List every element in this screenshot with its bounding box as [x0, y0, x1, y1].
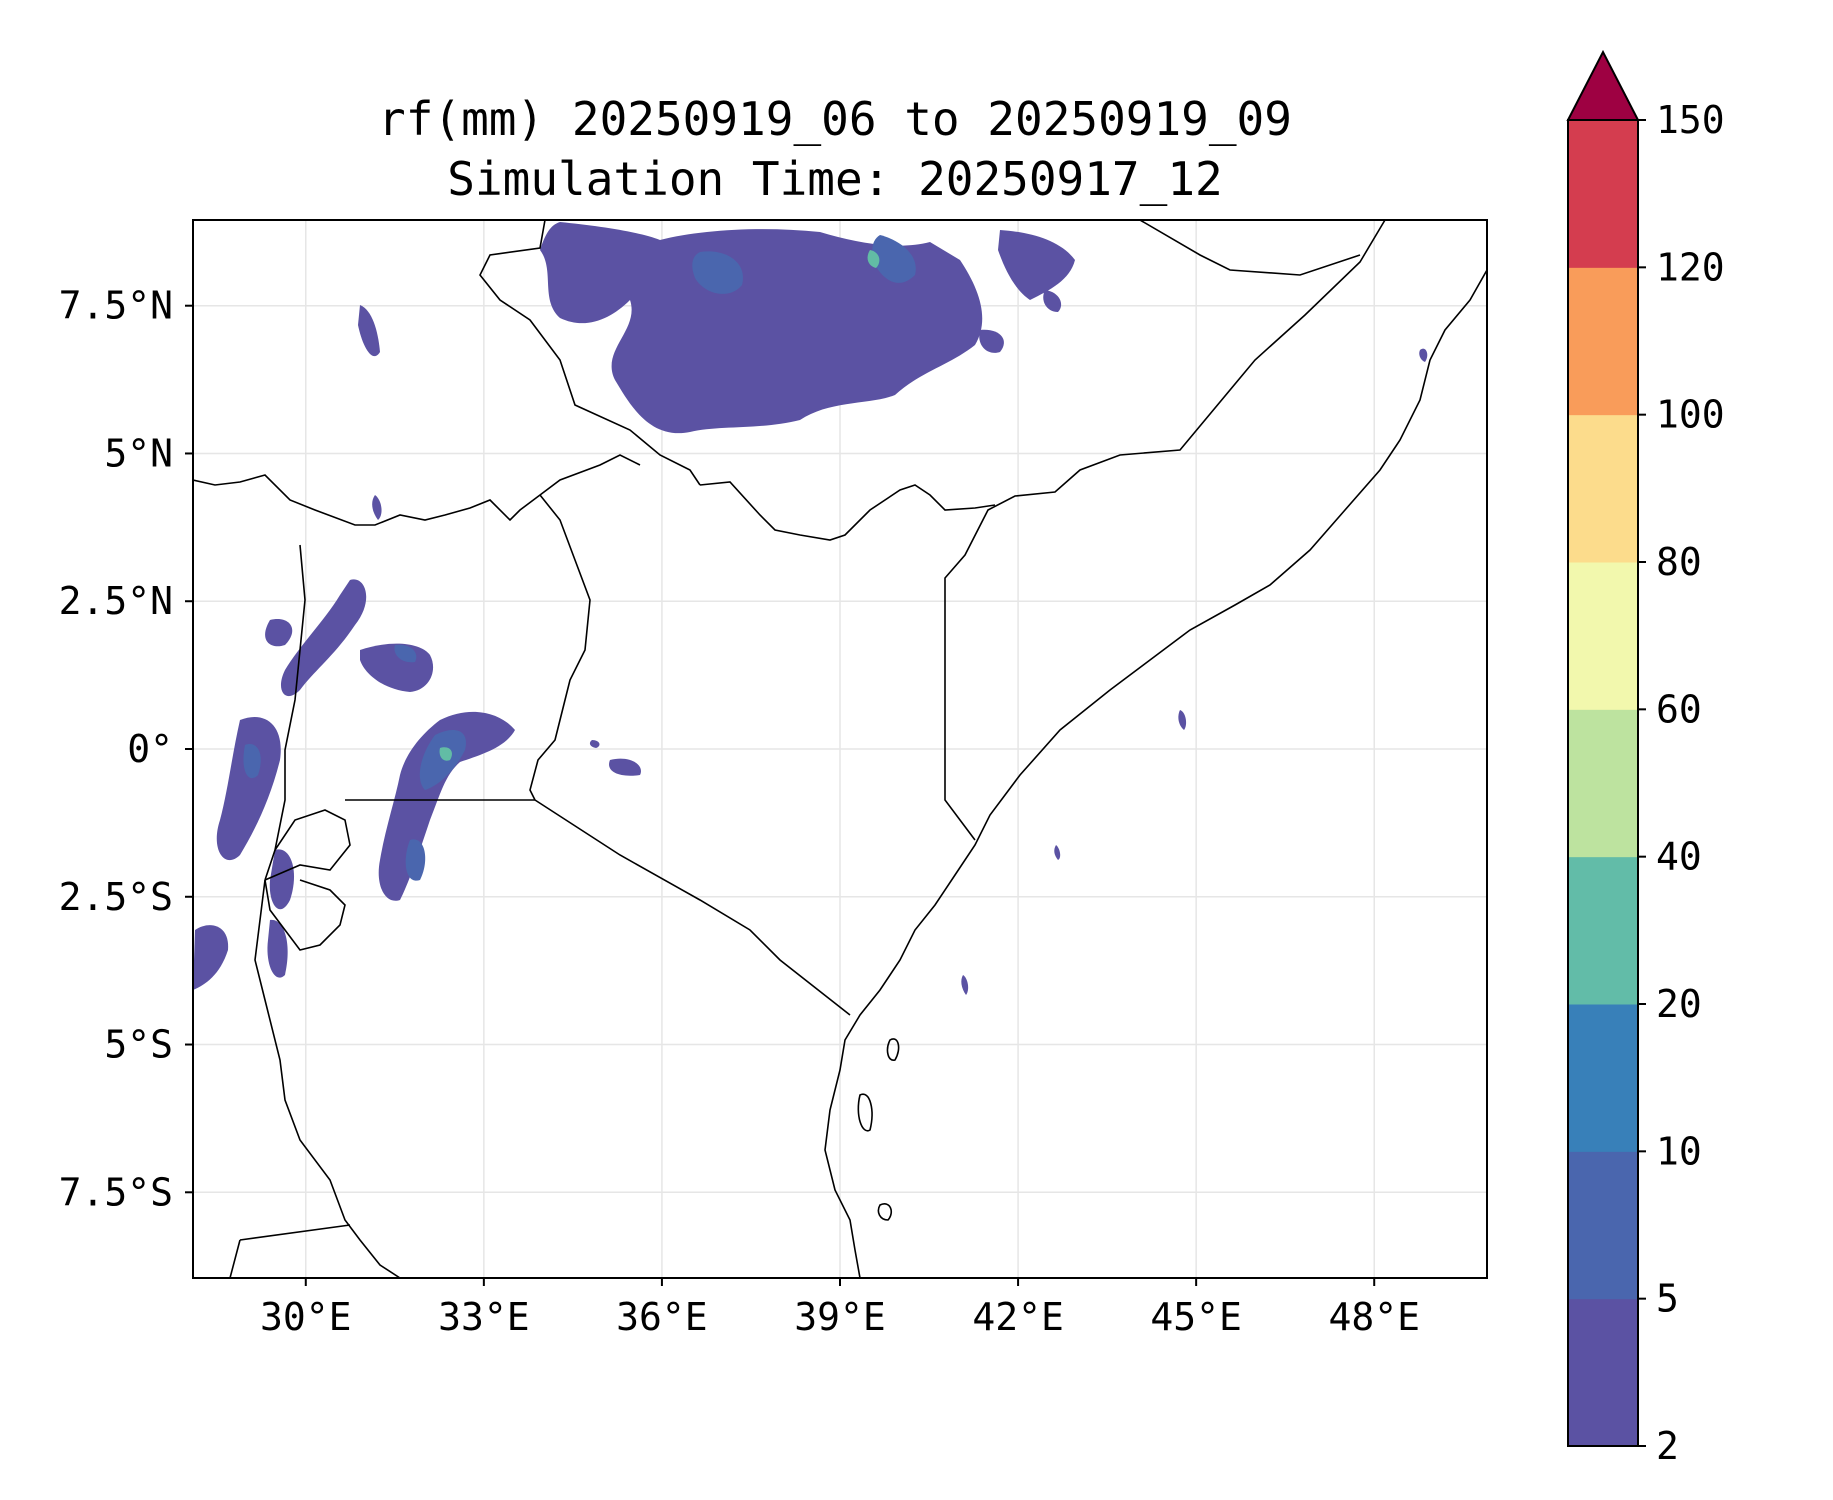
rain-patch-ethiopia-5	[998, 230, 1075, 300]
border-kenya-tanzania	[534, 799, 851, 1016]
island-pemba	[886, 1038, 900, 1061]
rain-patch-ethiopia-2	[872, 235, 916, 283]
rain-patch-rwanda-2	[243, 744, 261, 779]
rain-patch-drc-se	[193, 925, 229, 990]
graticule	[193, 220, 1487, 1278]
rain-patch-drc-2	[265, 619, 293, 647]
colorbar-segment	[1568, 120, 1638, 268]
island-mafia	[877, 1203, 892, 1221]
border-ethiopia-kenya	[699, 481, 996, 541]
rain-patch-ocean-2	[961, 975, 969, 995]
colorbar-tick-label: 80	[1656, 540, 1702, 584]
rain-patch-victoria-2	[419, 730, 466, 790]
colorbar-tick-label: 20	[1656, 982, 1702, 1026]
border-somalia-interior	[944, 220, 1386, 841]
colorbar-tick-label: 60	[1656, 687, 1702, 731]
colorbar-segment	[1568, 1004, 1638, 1152]
rain-patch-rwanda-1	[216, 716, 281, 861]
coast-kenya-somalia	[824, 269, 1487, 1278]
y-tick-label: 7.5°N	[59, 284, 173, 328]
rain-patch-ethiopia-1	[540, 222, 983, 434]
colorbar-extend-arrow	[1566, 49, 1640, 121]
rain-patch-uganda-2	[394, 644, 417, 663]
colorbar-segment	[1568, 414, 1638, 563]
chart-title: rf(mm) 20250919_06 to 20250919_09	[378, 92, 1292, 146]
y-tick-label: 2.5°N	[59, 579, 173, 623]
y-tick-label: 5°N	[104, 431, 173, 475]
x-tick-label: 30°E	[260, 1295, 352, 1339]
rain-patch-burundi-1	[269, 849, 295, 910]
rain-patch-kenya-2	[589, 740, 600, 748]
rain-patch-ssudan-2	[372, 495, 382, 520]
x-tick-label: 42°E	[972, 1295, 1064, 1339]
border-sudan-ethiopia	[479, 220, 701, 486]
colorbar-tick-label: 40	[1656, 835, 1702, 879]
y-tick-label: 0°	[127, 727, 173, 771]
colorbar-frame	[1567, 119, 1639, 1447]
y-tick-label: 5°S	[104, 1023, 173, 1067]
rain-patch-ethiopia-3	[692, 251, 743, 294]
chart-subtitle: Simulation Time: 20250917_12	[447, 152, 1223, 206]
rain-patch-drc-1	[280, 579, 367, 697]
colorbar-segment	[1568, 1298, 1638, 1447]
colorbar-tick-label: 2	[1656, 1424, 1679, 1468]
rain-patch-ethiopia-4	[867, 250, 880, 268]
colorbar-segment	[1568, 562, 1638, 710]
colorbar: 2 5 10 20 40 60 80 100 120 150	[1566, 49, 1725, 1468]
rain-patch-ssudan-1	[358, 305, 380, 357]
colorbar-segment	[1568, 709, 1638, 858]
x-axis-ticks: 30°E 33°E 36°E 39°E 42°E 45°E 48°E	[260, 1278, 1420, 1339]
rain-patch-ocean-1	[1054, 845, 1061, 860]
rain-patch-horn	[1419, 348, 1428, 362]
x-tick-label: 36°E	[616, 1295, 708, 1339]
colorbar-tick-label: 100	[1656, 393, 1725, 437]
x-tick-label: 48°E	[1328, 1295, 1420, 1339]
colorbar-tick-label: 120	[1656, 245, 1725, 289]
border-drc-uganda	[264, 544, 306, 881]
y-tick-label: 2.5°S	[59, 875, 173, 919]
rain-patch-kenya-1	[609, 758, 641, 776]
colorbar-tick-label: 150	[1656, 98, 1725, 142]
border-tanzania-west	[254, 879, 401, 1278]
colorbar-tick-label: 10	[1656, 1129, 1702, 1173]
rain-patch-victoria-3	[439, 747, 452, 761]
border-rwanda	[264, 809, 351, 881]
x-tick-label: 39°E	[794, 1295, 886, 1339]
rain-patch-tanz-west	[267, 919, 288, 978]
border-burundi	[264, 879, 346, 951]
colorbar-segment	[1568, 856, 1638, 1005]
x-tick-label: 45°E	[1150, 1295, 1242, 1339]
y-tick-label: 7.5°S	[59, 1170, 173, 1214]
border-ethiopia-somalia	[1139, 220, 1361, 276]
border-tanzania-south	[239, 1224, 351, 1241]
rain-patch-victoria-4	[405, 839, 426, 881]
border-drc-west	[229, 1239, 241, 1278]
border-ssudan-uganda	[193, 454, 641, 526]
rain-patch-ethiopia-7	[1043, 290, 1062, 312]
rainfall-field	[193, 222, 1428, 995]
rain-patch-ethiopia-6	[979, 329, 1004, 353]
rain-patch-somalia-1	[1178, 710, 1187, 730]
x-tick-label: 33°E	[438, 1295, 530, 1339]
country-borders	[193, 220, 1487, 1278]
y-axis-ticks: 7.5°N 5°N 2.5°N 0° 2.5°S 5°S 7.5°S	[59, 284, 193, 1214]
colorbar-segment	[1568, 267, 1638, 416]
colorbar-segment	[1568, 1151, 1638, 1300]
border-uganda-kenya	[529, 494, 591, 801]
colorbar-tick-label: 5	[1656, 1277, 1679, 1321]
island-zanzibar	[857, 1093, 873, 1132]
